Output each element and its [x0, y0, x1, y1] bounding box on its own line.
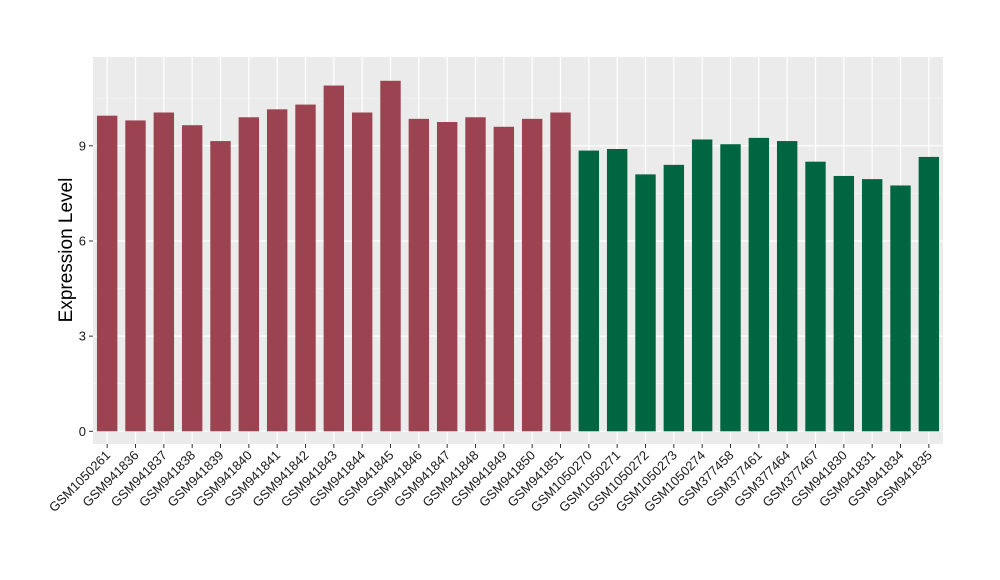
bar-GSM941841	[266, 109, 288, 432]
bar-GSM941837	[153, 112, 175, 432]
bar-GSM941834	[890, 185, 911, 432]
bar-GSM1050270	[578, 150, 600, 432]
bar-GSM941851	[550, 112, 571, 432]
y-tick-label: 3	[79, 329, 86, 344]
x-axis: GSM1050261GSM941836GSM941837GSM941838GSM…	[46, 444, 935, 515]
bar-GSM377458	[720, 144, 741, 432]
bar-GSM941830	[833, 175, 855, 432]
bar-GSM1050273	[663, 164, 685, 432]
bar-GSM941839	[210, 141, 231, 432]
bar-GSM377464	[776, 141, 798, 432]
y-tick-label: 6	[79, 233, 86, 248]
bar-GSM377461	[748, 137, 770, 432]
bar-GSM941847	[436, 122, 458, 432]
bar-GSM1050271	[606, 148, 628, 432]
bar-GSM941849	[493, 126, 515, 432]
bar-GSM941840	[238, 117, 260, 432]
bars	[96, 80, 940, 432]
bar-GSM941843	[323, 85, 345, 432]
panel-background	[93, 57, 943, 444]
bar-GSM941838	[181, 125, 203, 432]
bar-GSM1050272	[635, 174, 656, 432]
bar-GSM377467	[805, 161, 826, 432]
y-tick-label: 0	[79, 424, 86, 439]
bar-GSM941845	[380, 80, 401, 432]
bar-GSM941835	[918, 156, 940, 432]
y-axis: 0 3 6 9	[79, 138, 93, 439]
bar-GSM941844	[351, 112, 373, 432]
bar-GSM1050261	[96, 115, 118, 432]
bar-GSM941836	[125, 120, 146, 432]
bar-GSM941850	[521, 118, 543, 432]
bar-GSM941842	[295, 104, 316, 432]
bar-GSM941831	[861, 179, 883, 432]
y-axis-title: Expression Level	[56, 178, 77, 323]
bar-GSM941848	[465, 117, 486, 432]
bar-GSM1050274	[691, 139, 713, 432]
y-tick-label: 9	[79, 138, 86, 153]
bar-GSM941846	[408, 118, 430, 432]
